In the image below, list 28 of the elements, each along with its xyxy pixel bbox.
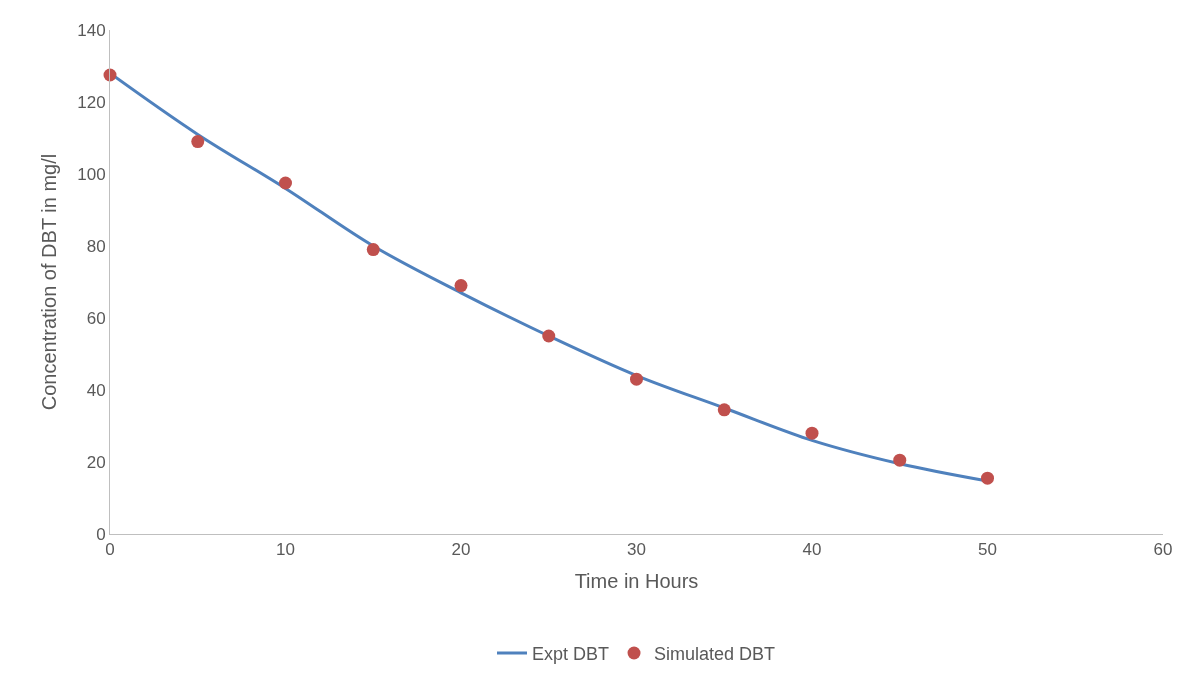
x-tick-label: 60: [1153, 540, 1173, 560]
point: [542, 329, 556, 343]
point: [717, 403, 731, 417]
y-tick-label: 0: [96, 524, 106, 544]
point: [454, 279, 468, 293]
x-tick-label: 10: [276, 540, 295, 560]
x-axis-title: Time in Hours: [574, 569, 699, 592]
point: [279, 176, 292, 190]
y-tick-label: 60: [86, 308, 106, 328]
point: [191, 135, 205, 149]
point: [630, 372, 643, 386]
legend-label: Expt DBT: [532, 644, 610, 665]
point: [366, 243, 380, 257]
legend-label: Simulated DBT: [654, 644, 776, 665]
y-tick-label: 40: [86, 380, 106, 400]
x-tick-label: 50: [978, 540, 997, 560]
y-tick-label: 80: [86, 236, 106, 256]
x-tick-label: 20: [451, 540, 471, 560]
x-tick-label: 40: [802, 540, 822, 560]
x-tick-label: 30: [627, 540, 646, 560]
y-axis-title: Concentration of DBT in mg/l: [37, 153, 60, 411]
point: [805, 426, 819, 440]
point: [981, 471, 994, 485]
y-tick-label: 140: [77, 20, 106, 40]
y-tick-label: 120: [77, 92, 106, 112]
y-tick-label: 100: [77, 164, 106, 184]
point: [893, 453, 907, 467]
y-tick-label: 20: [86, 452, 106, 472]
